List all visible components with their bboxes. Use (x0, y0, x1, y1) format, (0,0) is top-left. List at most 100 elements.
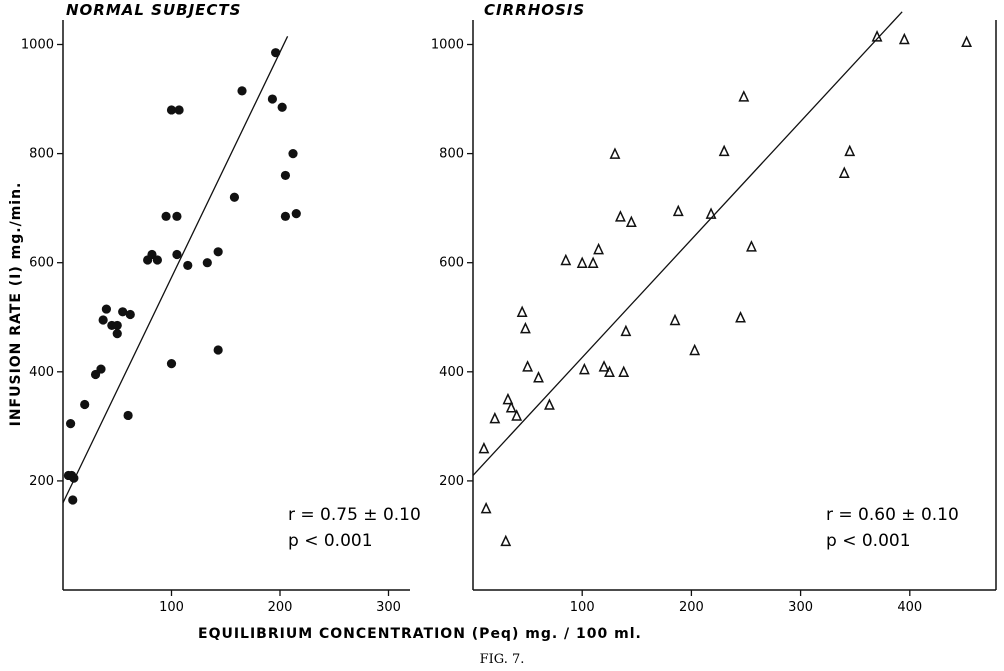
y-ticks: 200 400 600 800 1000 (431, 38, 473, 489)
correlation-text: r = 0.75 ± 0.10 (288, 505, 421, 525)
data-point (604, 365, 615, 378)
y-tick-label: 800 (29, 147, 54, 162)
y-ticks: 200 400 600 800 1000 (21, 38, 63, 489)
data-point (172, 211, 182, 221)
figure-caption: FIG. 7. (480, 652, 525, 667)
data-point (80, 399, 90, 410)
data-point (576, 256, 588, 268)
x-tick-label: 300 (788, 600, 813, 615)
data-point (271, 48, 281, 58)
data-point (237, 86, 247, 96)
p-value-text: p < 0.001 (288, 531, 373, 551)
x-tick-label: 300 (376, 600, 401, 615)
data-point (202, 258, 212, 268)
data-point (213, 345, 223, 355)
x-tick-label: 100 (159, 600, 184, 615)
data-point (620, 324, 632, 337)
y-tick-label: 200 (439, 474, 464, 489)
data-point (618, 365, 630, 378)
data-point (502, 392, 514, 405)
data-point (280, 211, 291, 221)
data-point (277, 102, 287, 112)
regression-line (62, 36, 289, 504)
data-points (478, 30, 973, 547)
data-point (161, 211, 171, 221)
y-tick-label: 1000 (21, 38, 54, 53)
y-tick-label: 400 (439, 365, 464, 380)
data-points (63, 48, 301, 505)
data-point (746, 240, 757, 252)
data-point (516, 305, 528, 318)
data-point (560, 253, 572, 266)
data-point (871, 30, 883, 42)
data-point (480, 501, 492, 514)
data-point (738, 90, 750, 102)
data-point (519, 321, 531, 334)
data-point (118, 307, 128, 317)
data-point (112, 320, 122, 331)
y-tick-label: 600 (439, 256, 464, 271)
data-point (68, 495, 78, 505)
data-point (65, 419, 76, 429)
data-point (672, 204, 684, 217)
x-tick-label: 200 (268, 600, 293, 615)
y-tick-label: 1000 (431, 38, 464, 53)
y-tick-label: 200 (29, 474, 54, 489)
data-point (838, 166, 850, 178)
data-point (152, 255, 162, 265)
data-point (280, 170, 291, 181)
panel-title: NORMAL SUBJECTS (66, 1, 241, 19)
data-point (166, 359, 177, 369)
data-point (96, 364, 106, 374)
x-axis-label: EQUILIBRIUM CONCENTRATION (Peq) mg. / 10… (198, 626, 642, 642)
data-point (578, 362, 590, 375)
regression-line (472, 11, 903, 476)
data-point (544, 398, 555, 410)
y-tick-label: 400 (29, 365, 54, 380)
data-point (961, 35, 973, 48)
data-point (587, 256, 599, 268)
y-axis-label: INFUSION RATE (I) mg./min. (8, 182, 24, 427)
y-tick-label: 800 (439, 147, 464, 162)
data-point (213, 247, 223, 257)
data-point (533, 370, 544, 383)
data-point (98, 315, 108, 325)
data-point (166, 105, 177, 115)
data-point (522, 360, 534, 372)
data-point (101, 304, 111, 314)
data-point (489, 411, 501, 424)
data-point (898, 32, 910, 45)
data-point (174, 105, 184, 115)
data-point (593, 242, 605, 255)
data-point (844, 144, 856, 157)
data-point (123, 410, 133, 421)
data-point (505, 401, 517, 413)
data-point (288, 149, 298, 159)
data-point (705, 207, 717, 219)
x-tick-label: 400 (897, 600, 922, 615)
correlation-text: r = 0.60 ± 0.10 (826, 505, 959, 525)
data-point (598, 360, 610, 372)
data-point (112, 329, 122, 339)
x-ticks: 100 200 300 (159, 590, 401, 615)
y-tick-label: 600 (29, 256, 54, 271)
x-ticks: 100 200 300 400 (570, 590, 922, 615)
data-point (291, 209, 301, 219)
data-point (229, 192, 240, 202)
data-point (183, 260, 193, 271)
data-point (609, 147, 621, 159)
data-point (614, 210, 626, 222)
data-point (172, 249, 182, 260)
data-point (625, 215, 637, 228)
panel-normal-subjects: NORMAL SUBJECTS 200 400 600 800 1000 100 200 3… (21, 1, 421, 615)
x-tick-label: 100 (570, 600, 595, 615)
data-point (67, 470, 77, 481)
data-point (125, 309, 135, 320)
data-point (478, 441, 490, 454)
panel-title: CIRRHOSIS (484, 1, 585, 19)
data-point (718, 144, 730, 157)
data-point (669, 313, 681, 326)
x-tick-label: 200 (679, 600, 704, 615)
